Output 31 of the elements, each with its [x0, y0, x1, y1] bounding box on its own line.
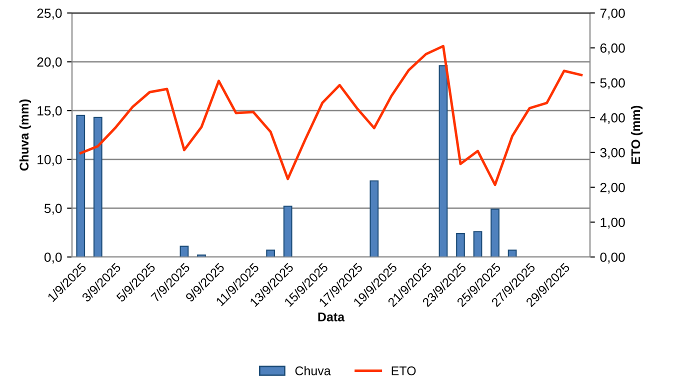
- y2-tick-label: 0,00: [600, 252, 625, 264]
- y-tick-label: 5,0: [44, 204, 62, 215]
- legend-label: Chuva: [295, 366, 331, 376]
- y2-axis-title: ETO (mm): [630, 106, 643, 164]
- legend-label: ETO: [392, 366, 416, 376]
- y2-tick-label: 6,00: [600, 43, 625, 54]
- bar: [473, 231, 482, 257]
- y-tick-label: 10,0: [38, 154, 62, 166]
- x-axis-title: Data: [318, 312, 345, 322]
- y-tick-label: 25,0: [37, 8, 62, 20]
- y-axis-title: Chuva (mm): [19, 100, 32, 171]
- y2-tick-label: 2,00: [600, 182, 625, 194]
- bar: [490, 208, 500, 257]
- y-tick-label: 20,0: [37, 57, 62, 68]
- y-tick-label: 0,0: [44, 252, 62, 264]
- bar: [93, 116, 102, 257]
- y-tick-label: 15,0: [38, 106, 62, 118]
- y2-tick-label: 4,00: [600, 113, 625, 124]
- y2-tick-label: 1,00: [600, 218, 625, 229]
- y2-tick-label: 7,00: [600, 8, 625, 20]
- y2-tick-label: 5,00: [600, 78, 625, 90]
- bar: [438, 65, 448, 257]
- bar: [76, 114, 86, 257]
- bar: [283, 206, 292, 257]
- bar: [180, 246, 189, 257]
- bar: [456, 233, 465, 257]
- bar: [266, 250, 276, 257]
- line-series: [79, 44, 583, 186]
- bar: [370, 180, 379, 257]
- bar: [508, 250, 517, 257]
- y2-tick-label: 3,00: [600, 148, 625, 159]
